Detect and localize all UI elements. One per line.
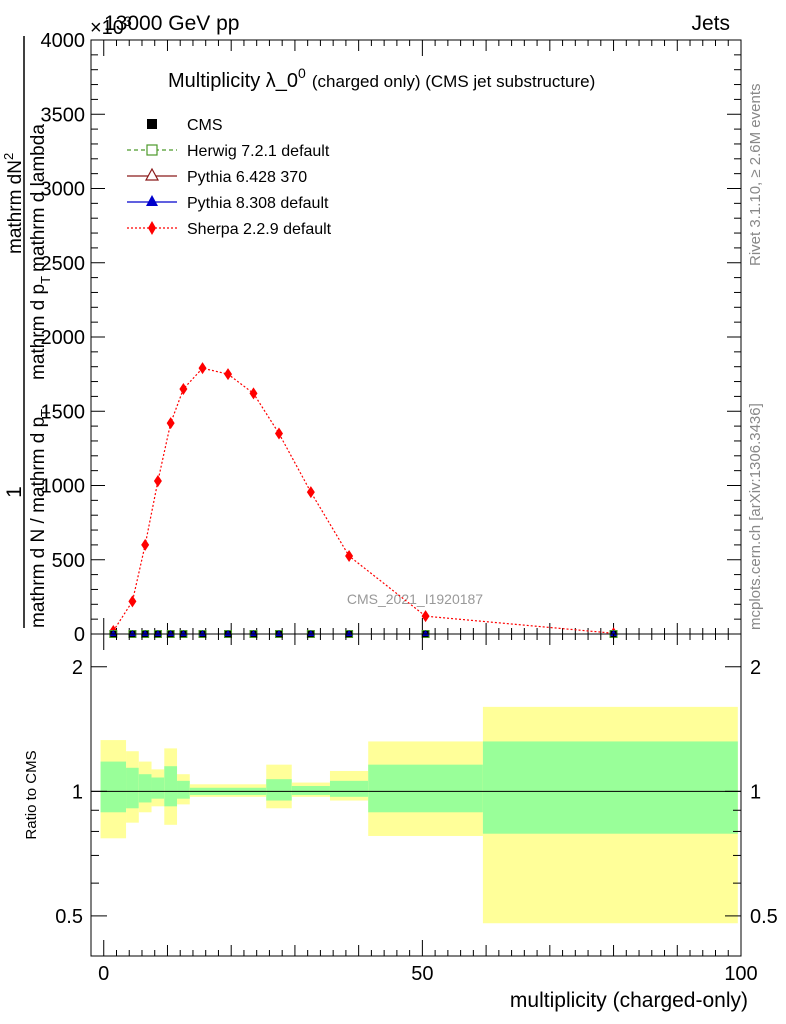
- mcplots-label: mcplots.cern.ch [arXiv:1306.3436]: [747, 403, 764, 630]
- main-y-tick-label: 1500: [41, 401, 86, 423]
- sherpa-curve: [112, 367, 614, 634]
- ratio-inner-band: [151, 777, 165, 799]
- main-y-tick-label: 1000: [41, 476, 86, 498]
- ratio-y-ticks: 0.5 0.5 1 1 2 2: [55, 657, 778, 928]
- ratio-inner-band: [266, 779, 292, 801]
- sherpa-point: [421, 610, 430, 623]
- y-label-right-sup: 2: [1, 153, 16, 160]
- ratio-x-ticks: 0 50 100: [98, 634, 758, 985]
- legend-label: Pythia 6.428 370: [187, 169, 307, 186]
- main-y-axis-label: 1 mathrm d N / mathrm d pT mathrm dN2 ma…: [1, 36, 53, 628]
- ratio-plot-frame: [90, 633, 742, 957]
- legend-label: Pythia 8.308 default: [187, 195, 329, 212]
- ratio-inner-band: [164, 766, 178, 807]
- y-label-right-part: mathrm dN2: [1, 153, 26, 254]
- y-label-right-part2: mathrm d pTmathrm d lambda: [28, 124, 53, 380]
- main-y-tick-label: 4000: [41, 30, 86, 52]
- ratio-inner-band: [100, 761, 127, 813]
- ratio-inner-band: [126, 767, 139, 809]
- y-label-denominator-text: mathrm d N / mathrm d p: [28, 417, 49, 628]
- sherpa-point: [153, 475, 162, 488]
- main-plot-panel: 0 500 1000 1500 2000 2500 3000 3500 4000 Multipl…: [41, 30, 742, 646]
- ratio-y-axis-label: Ratio to CMS: [23, 750, 40, 839]
- main-title-sup: 0: [298, 65, 306, 81]
- main-y-ticks: 0 500 1000 1500 2000 2500 3000 3500 4000: [41, 30, 741, 646]
- ratio-inner-band: [329, 780, 369, 797]
- sherpa-point: [128, 595, 137, 608]
- ratio-y-tick-label: 0.5: [55, 906, 83, 928]
- ratio-y-tick-label: 1: [72, 781, 83, 803]
- rivet-label: Rivet 3.1.10, ≥ 2.6M events: [747, 84, 764, 267]
- legend-label: CMS: [187, 117, 223, 134]
- sherpa-point: [198, 362, 207, 375]
- y-label-denominator-sub: T: [38, 409, 53, 417]
- ratio-bands: [100, 706, 738, 924]
- ratio-inner-band: [482, 741, 738, 834]
- legend-marker-pythia8: [146, 195, 158, 206]
- y-exponent-label: ×103: [90, 13, 132, 39]
- ratio-inner-band: [177, 780, 190, 799]
- sherpa-point: [166, 417, 175, 430]
- legend-marker-pythia6: [144, 167, 160, 181]
- legend-marker-sherpa: [148, 221, 156, 235]
- sherpa-point: [274, 427, 283, 440]
- sherpa-point: [306, 486, 315, 499]
- y-label-denominator: mathrm d N / mathrm d pT: [28, 409, 53, 628]
- y-label-numerator: 1: [3, 486, 26, 498]
- ratio-inner-band: [138, 774, 152, 803]
- header-left-label: 13000 GeV pp: [104, 12, 239, 35]
- x-axis-label: multiplicity (charged-only): [510, 989, 748, 1012]
- watermark: CMS_2021_I1920187: [347, 591, 483, 607]
- ratio-y-tick-label-right: 1: [750, 781, 761, 803]
- ratio-inner-band: [368, 764, 483, 813]
- y-exponent-base: ×10: [90, 17, 124, 39]
- y-exponent-power: 3: [124, 13, 132, 29]
- legend: CMS Herwig 7.2.1 default Pythia 6.428 370 P…: [127, 117, 332, 238]
- main-title-suffix: (charged only) (CMS jet substructure): [312, 72, 595, 91]
- sherpa-point: [179, 382, 188, 395]
- legend-label: Sherpa 2.2.9 default: [187, 221, 332, 238]
- ratio-y-tick-label-right: 0.5: [750, 906, 778, 928]
- y-label-right2-sub: T: [38, 276, 53, 284]
- main-y-tick-label: 2500: [41, 253, 86, 275]
- legend-marker-herwig: [146, 144, 158, 156]
- header-right-label: Jets: [691, 12, 730, 35]
- legend-label: Herwig 7.2.1 default: [187, 143, 330, 160]
- sherpa-point: [249, 387, 258, 400]
- sherpa-point: [141, 538, 150, 551]
- main-title-text: Multiplicity λ_0: [168, 70, 298, 92]
- ratio-inner-band: [291, 786, 330, 795]
- ratio-y-tick-label-right: 2: [750, 657, 761, 679]
- sherpa-point: [224, 368, 233, 381]
- main-y-tick-label: 3000: [41, 179, 86, 201]
- ratio-plot-panel: 0.5 0.5 1 1 2 2 0 50 100 Ratio to CMS: [23, 633, 778, 985]
- main-y-tick-label: 3500: [41, 104, 86, 126]
- y-label-right2-text: mathrm d p: [28, 284, 49, 380]
- legend-marker-cms: [147, 119, 157, 129]
- main-y-tick-label: 2000: [41, 327, 86, 349]
- main-y-tick-label: 0: [74, 624, 85, 646]
- main-y-tick-label: 500: [52, 550, 85, 572]
- y-label-right3-text: mathrm d lambda: [28, 124, 49, 272]
- y-label-right-text: mathrm dN: [5, 160, 26, 254]
- x-tick-label: 100: [724, 963, 757, 985]
- main-title: Multiplicity λ_00 (charged only) (CMS jet…: [168, 65, 595, 92]
- x-tick-label: 50: [411, 963, 433, 985]
- x-tick-label: 0: [98, 963, 109, 985]
- sherpa-point: [345, 550, 354, 563]
- ratio-y-tick-label: 2: [72, 657, 83, 679]
